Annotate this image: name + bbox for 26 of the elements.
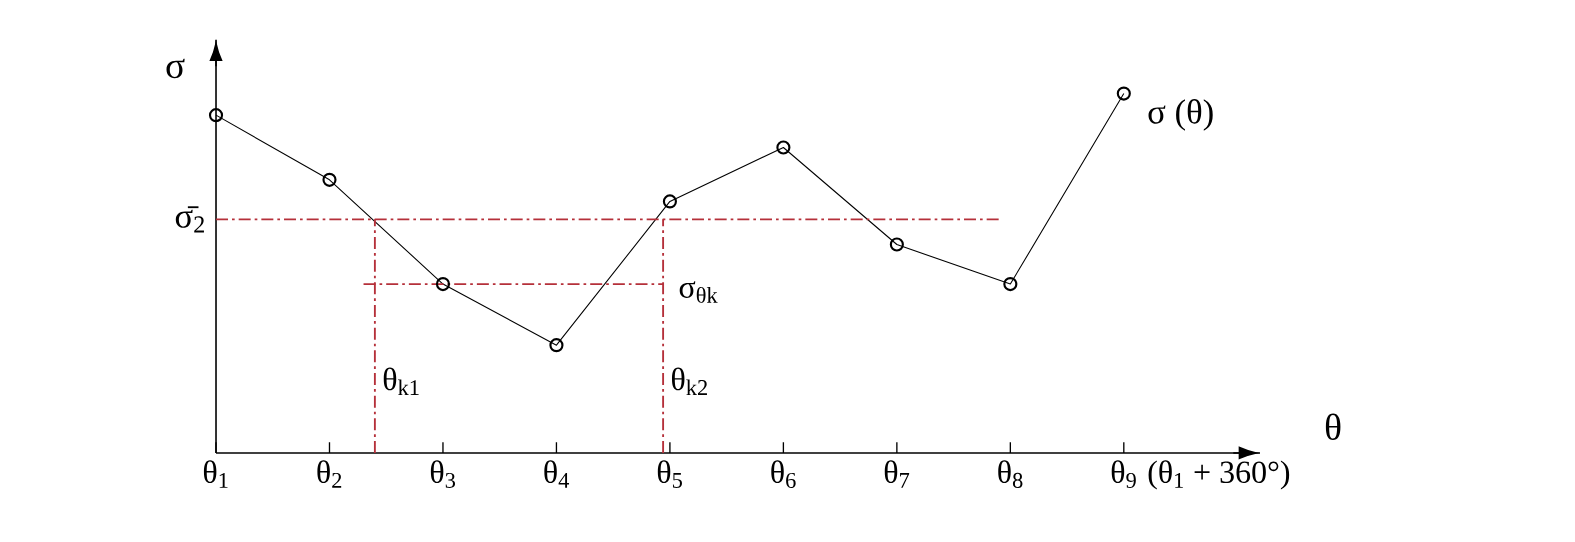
text: (θ$_{1}$ + 360°) — [1148, 460, 1290, 490]
x-tick-label: θ$_{3}$ — [430, 460, 456, 488]
point — [322, 172, 337, 187]
x-tick-label: θ$_{1}$ — [203, 460, 228, 488]
x-tick-label: θ$_{6}$ — [771, 460, 796, 488]
y-axis-title: σ — [166, 58, 185, 79]
point — [1116, 86, 1131, 101]
x-tick-label: θ$_{9}$ — [1111, 460, 1136, 488]
ref-line-label: σ$_{θk}$ — [679, 281, 718, 303]
point — [435, 276, 451, 292]
point — [889, 237, 904, 252]
point — [662, 194, 677, 209]
series-label: σ (θ) — [1148, 99, 1213, 131]
x-tick-label: θ$_{2}$ — [317, 460, 342, 488]
x-tick-label: θ$_{5}$ — [657, 460, 682, 488]
x-tick-label: θ$_{8}$ — [998, 460, 1023, 488]
x-tick-label: θ$_{7}$ — [884, 460, 910, 488]
point — [208, 108, 224, 123]
x-tick-label: θ$_{4}$ — [544, 460, 570, 488]
ref-line-label: σ̄$_{2}$ — [175, 206, 204, 233]
x-axis-title: θ — [1325, 413, 1341, 440]
ref-line-label: θ$_{k1}$ — [383, 367, 419, 395]
point — [549, 338, 564, 353]
ref-line-label: θ$_{k2}$ — [671, 367, 707, 395]
point — [776, 140, 791, 155]
point — [1003, 276, 1018, 292]
